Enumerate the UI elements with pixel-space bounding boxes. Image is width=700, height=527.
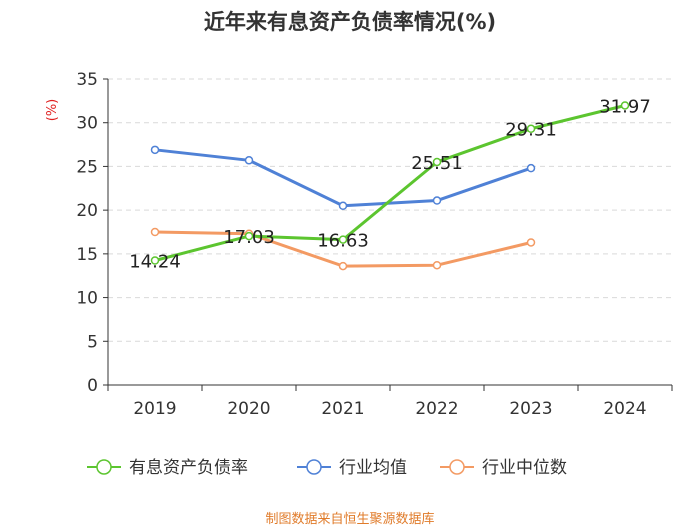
y-tick-label: 30: [76, 114, 98, 134]
legend[interactable]: 有息资产负债率 行业均值 行业中位数: [87, 458, 567, 478]
data-point: [432, 196, 442, 205]
legend-label: 行业中位数: [482, 458, 567, 478]
y-tick-label: 25: [76, 157, 98, 177]
x-tick-label: 2021: [321, 399, 364, 419]
data-label: 29.31: [505, 120, 557, 141]
y-axis-label: (%): [45, 99, 60, 122]
data-point: [526, 163, 536, 173]
y-tick-label: 5: [87, 332, 98, 352]
y-tick-label: 20: [76, 201, 98, 221]
data-label: 31.97: [599, 96, 651, 117]
series-layer: [150, 101, 630, 271]
x-tick-label: 2024: [603, 399, 646, 419]
data-point: [526, 124, 536, 133]
chart-title: 近年来有息资产负债率情况(%): [203, 10, 497, 34]
x-tick-label: 2019: [133, 399, 176, 419]
data-label: 17.03: [223, 227, 275, 248]
data-point: [338, 201, 348, 211]
series-line: [153, 103, 627, 263]
legend-label: 行业均值: [339, 458, 407, 478]
data-label: 14.24: [129, 252, 181, 273]
y-tick-label: 0: [87, 376, 98, 396]
data-point: [150, 256, 160, 265]
x-tick-label: 2023: [509, 399, 552, 419]
data-point: [338, 261, 348, 271]
legend-marker-dot: [96, 459, 112, 475]
legend-marker-dot: [306, 459, 322, 475]
data-point: [338, 235, 348, 244]
legend-label: 有息资产负债率: [129, 458, 248, 478]
x-tick-label: 2020: [227, 399, 270, 419]
x-tick-label: 2022: [415, 399, 458, 419]
data-point: [244, 231, 254, 241]
source-note: 制图数据来自恒生聚源数据库: [265, 512, 435, 527]
legend-marker-dot: [449, 459, 465, 475]
y-tick-label: 35: [76, 70, 98, 90]
data-point: [620, 101, 630, 110]
y-tick-label: 10: [76, 289, 98, 309]
data-label: 16.63: [317, 231, 369, 252]
data-point: [150, 227, 160, 237]
series-line: [153, 148, 533, 208]
data-labels: 14.24 17.03 16.63 25.51 29.31 31.97: [129, 96, 651, 272]
grid-lines: [108, 78, 672, 342]
data-point: [526, 238, 536, 247]
axes: 0 5 10 15 20 25 30 35 2019 2020 2021 2022 2023 2024: [76, 70, 673, 419]
data-point: [432, 260, 442, 270]
data-point: [244, 156, 254, 165]
data-point: [150, 145, 160, 155]
data-point: [432, 157, 442, 167]
data-label: 25.51: [411, 153, 463, 174]
y-tick-label: 15: [76, 245, 98, 265]
